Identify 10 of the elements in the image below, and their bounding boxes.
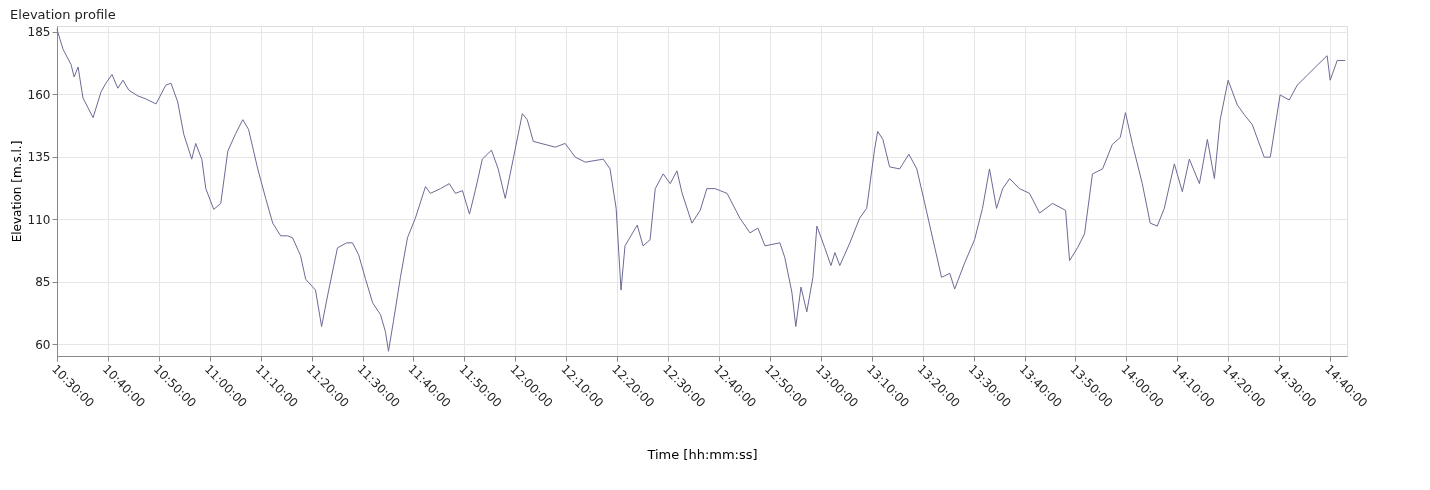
y-tick-label: 185 [27, 25, 51, 40]
x-axis-title: Time [hh:mm:ss] [646, 447, 758, 463]
y-tick-label: 110 [27, 212, 51, 227]
y-tick-label: 85 [35, 275, 51, 290]
y-axis-title: Elevation [m.s.l.] [9, 140, 24, 243]
y-tick-label: 60 [35, 337, 51, 352]
y-tick-label: 160 [27, 87, 51, 102]
y-tick-label: 135 [27, 150, 51, 165]
chart-title: Elevation profile [10, 7, 116, 22]
line-series [56, 29, 1346, 352]
